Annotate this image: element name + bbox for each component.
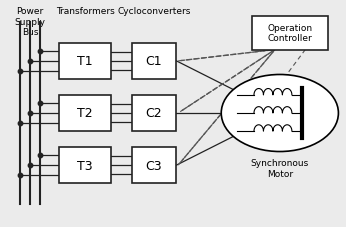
- Text: C1: C1: [146, 55, 162, 68]
- FancyBboxPatch shape: [252, 17, 328, 50]
- FancyBboxPatch shape: [59, 95, 111, 132]
- Circle shape: [221, 75, 338, 152]
- FancyBboxPatch shape: [131, 147, 176, 183]
- Text: T3: T3: [77, 159, 93, 172]
- Text: Cycloconverters: Cycloconverters: [117, 7, 191, 16]
- FancyBboxPatch shape: [59, 44, 111, 80]
- FancyBboxPatch shape: [59, 147, 111, 183]
- Text: C2: C2: [146, 107, 162, 120]
- Text: C3: C3: [146, 159, 162, 172]
- Text: Transformers: Transformers: [56, 7, 115, 16]
- FancyBboxPatch shape: [131, 95, 176, 132]
- Text: Power
Supply
Bus: Power Supply Bus: [15, 7, 45, 37]
- FancyBboxPatch shape: [131, 44, 176, 80]
- Text: T1: T1: [77, 55, 93, 68]
- Text: Operation
Controller: Operation Controller: [267, 24, 313, 43]
- Text: Synchronous
Motor: Synchronous Motor: [251, 159, 309, 178]
- Text: T2: T2: [77, 107, 93, 120]
